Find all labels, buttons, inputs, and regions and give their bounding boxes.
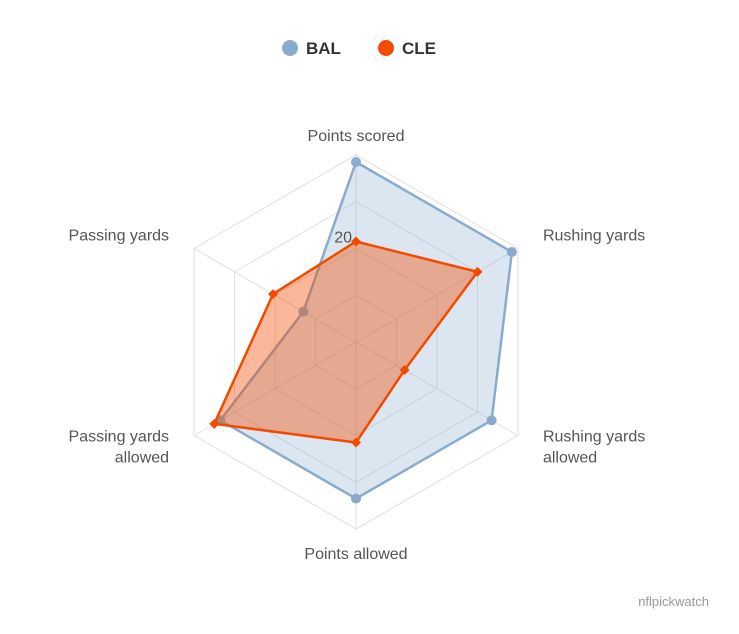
axis-label-3: Rushing yards allowed	[543, 429, 645, 467]
data-point-bal-2[interactable]	[506, 247, 517, 258]
axis-label-4: Points allowed	[304, 546, 407, 563]
legend-item-bal[interactable]: BAL	[282, 39, 341, 58]
data-point-bal-4[interactable]	[351, 493, 361, 504]
axis-label-5: Passing yards allowed	[69, 429, 170, 467]
series-cle	[209, 236, 483, 448]
series-bal	[215, 157, 517, 504]
data-point-bal-3[interactable]	[486, 415, 497, 426]
legend-marker-bal	[282, 40, 298, 56]
data-point-cle-1[interactable]	[351, 236, 361, 247]
legend-label-bal: BAL	[306, 39, 341, 58]
data-point-cle-3[interactable]	[399, 365, 410, 376]
radial-tick-label: 20	[334, 230, 352, 247]
data-point-cle-2[interactable]	[472, 266, 483, 277]
data-point-cle-6[interactable]	[268, 289, 279, 300]
axis-label-6: Passing yards	[69, 228, 170, 245]
legend[interactable]: BAL CLE	[282, 39, 436, 58]
data-point-cle-4[interactable]	[351, 437, 361, 448]
legend-label-cle: CLE	[402, 39, 436, 58]
grid-spoke-2	[355, 248, 519, 343]
legend-marker-cle	[378, 40, 394, 56]
legend-item-cle[interactable]: CLE	[378, 39, 436, 58]
data-point-bal-1[interactable]	[351, 157, 361, 168]
axis-label-1: Points scored	[308, 128, 405, 145]
series-area-cle	[214, 241, 478, 443]
radar-series-layer	[209, 157, 517, 504]
data-point-bal-6[interactable]	[298, 306, 309, 317]
axis-label-2: Rushing yards	[543, 228, 645, 245]
axis-labels-layer: Points scored Rushing yards Rushing yards a…	[69, 128, 646, 563]
credit-text[interactable]: nflpickwatch	[638, 594, 709, 609]
data-point-cle-5[interactable]	[209, 418, 220, 429]
series-area-bal	[220, 162, 512, 499]
